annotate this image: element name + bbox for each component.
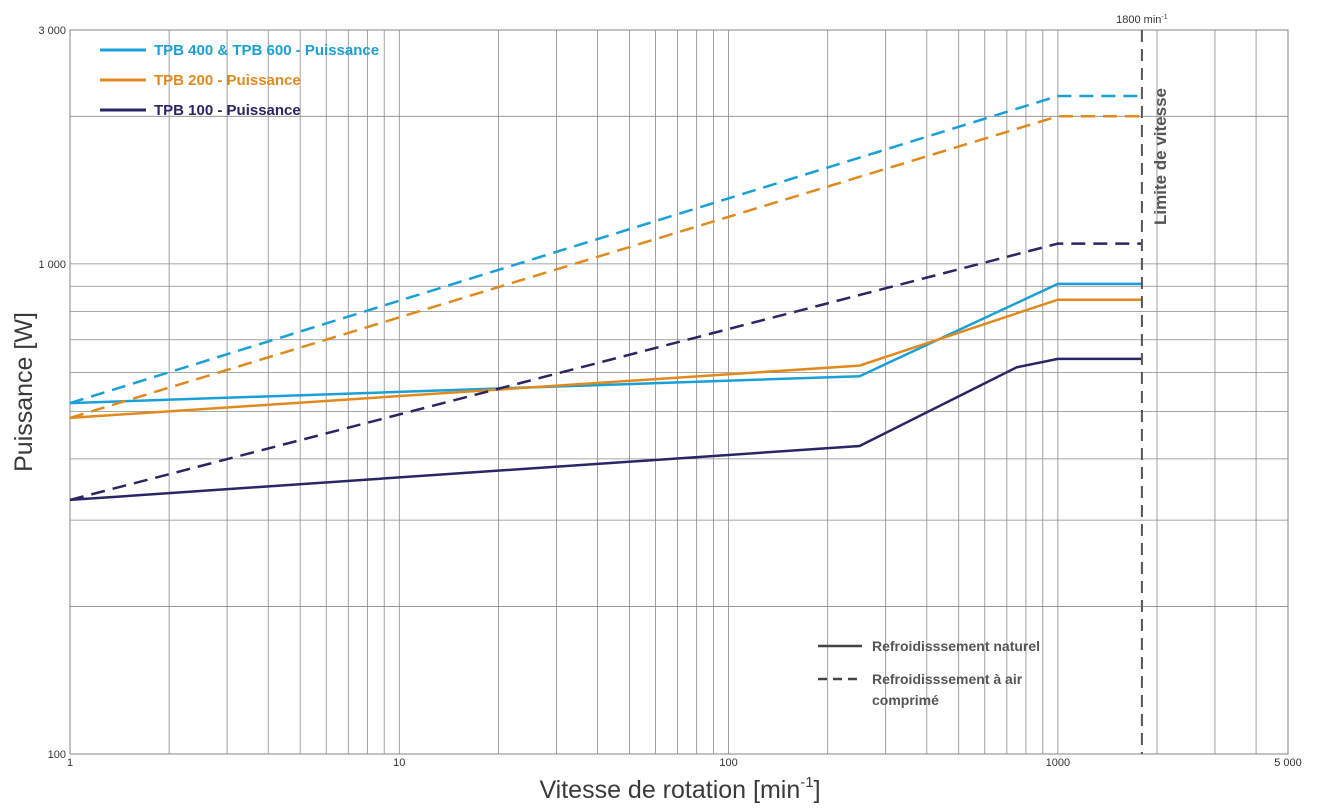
y-tick-label: 3 000 (38, 25, 66, 37)
x-tick-label: 1000 (1046, 757, 1070, 769)
legend-label-tpb400-600: TPB 400 & TPB 600 - Puissance (154, 42, 379, 59)
series-1-compressed-air-line (69, 115, 1142, 420)
x-tick-label: 10 (393, 757, 405, 769)
plot-frame (69, 29, 1289, 755)
speed-limit-top-unit-sup: -1 (1161, 14, 1167, 21)
x-tick-label: 5 000 (1274, 757, 1302, 769)
x-tick-labels: 1 10 100 1000 5 000 (67, 757, 1302, 769)
y-tick-labels: 100 1 000 3 000 (38, 25, 66, 761)
speed-limit-top-value: 1800 (1116, 14, 1144, 26)
x-axis-title-main: Vitesse de rotation [min (539, 776, 800, 804)
series-lines (69, 94, 1142, 502)
y-tick-label: 1 000 (38, 259, 66, 271)
series-2-natural-cooling-line (69, 357, 1142, 502)
speed-limit-label: Limite de vitesse (1151, 88, 1170, 225)
speed-limit-top-unit: min (1144, 14, 1162, 26)
x-tick-label: 1 (67, 757, 73, 769)
dashed-style-label-line2: comprimé (872, 692, 939, 708)
legend: TPB 400 & TPB 600 - Puissance TPB 200 - … (100, 42, 379, 119)
x-axis-title: Vitesse de rotation [min-1] (539, 774, 820, 804)
series-2-compressed-air-line (69, 242, 1142, 502)
grid (69, 29, 1289, 755)
speed-limit-marker: Limite de vitesse 1800 min-1 (1116, 14, 1170, 754)
legend-label-tpb100: TPB 100 - Puissance (154, 102, 301, 119)
y-tick-label: 100 (48, 749, 66, 761)
series-0-compressed-air-line (69, 94, 1142, 405)
x-axis-title-close: ] (814, 776, 821, 804)
y-axis-title: Puissance [W] (10, 312, 38, 472)
line-style-legend: Refroidisssement naturel Refroidisssemen… (818, 638, 1040, 708)
series-0-natural-cooling-line (69, 282, 1142, 405)
dashed-style-label-line1: Refroidisssement à air (872, 671, 1023, 687)
x-axis-title-sup: -1 (800, 774, 813, 791)
series-1-natural-cooling-line (69, 298, 1142, 420)
legend-label-tpb200: TPB 200 - Puissance (154, 72, 301, 89)
solid-style-label: Refroidisssement naturel (872, 638, 1040, 654)
speed-limit-top-label: 1800 min-1 (1116, 14, 1168, 26)
x-tick-label: 100 (719, 757, 737, 769)
